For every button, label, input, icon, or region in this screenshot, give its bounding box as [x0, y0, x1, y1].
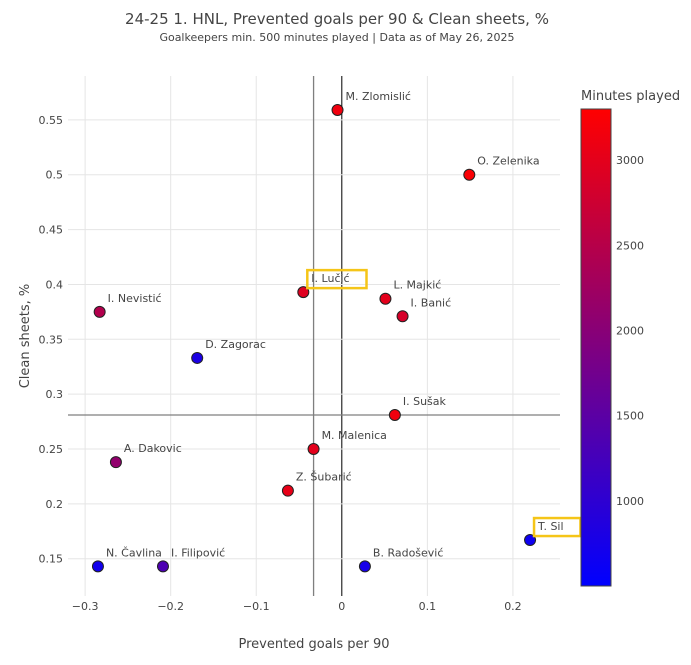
colorbar-tick-labels: 1000 1500 2000 2500 3000: [616, 154, 644, 508]
x-tick-label: −0.2: [157, 600, 184, 613]
data-point: [297, 286, 310, 299]
data-point: [91, 560, 104, 573]
y-tick-label: 0.3: [46, 388, 64, 401]
data-point: [109, 456, 122, 469]
data-point: [396, 310, 409, 323]
highlight-box: [306, 268, 368, 290]
y-tick-label: 0.35: [39, 333, 64, 346]
point-label: M. Malenica: [322, 429, 387, 442]
data-points: [91, 104, 537, 573]
point-label: B. Radošević: [373, 546, 444, 559]
point-label: N. Čavlina: [106, 546, 162, 559]
x-tick-label: −0.1: [243, 600, 270, 613]
point-label: D. Zagorac: [205, 338, 266, 351]
point-label: Z. Šubarić: [296, 471, 352, 484]
colorbar-tick-label: 2500: [616, 239, 644, 252]
point-label: T. Sil: [537, 520, 564, 533]
x-tick-label: −0.3: [72, 600, 99, 613]
data-point: [463, 168, 476, 181]
highlight-box: [532, 516, 582, 538]
point-label: I. Filipović: [171, 546, 225, 559]
colorbar: [580, 108, 612, 587]
colorbar-tick-label: 3000: [616, 154, 644, 167]
x-tick-label: 0: [338, 600, 345, 613]
data-point: [191, 351, 204, 364]
y-tick-label: 0.25: [39, 443, 64, 456]
y-tick-labels: 0.15 0.2 0.25 0.3 0.35 0.4 0.45 0.5 0.55: [39, 114, 64, 566]
data-point: [156, 560, 169, 573]
colorbar-tick-label: 1500: [616, 410, 644, 423]
y-tick-label: 0.15: [39, 553, 64, 566]
data-point: [307, 442, 320, 455]
point-label: M. Zlomislić: [346, 90, 411, 103]
data-point: [93, 305, 106, 318]
y-tick-label: 0.55: [39, 114, 64, 127]
y-tick-label: 0.45: [39, 224, 64, 237]
colorbar-tick-label: 1000: [616, 495, 644, 508]
point-label: I. Sušak: [403, 395, 447, 408]
data-point: [379, 292, 392, 305]
data-point: [524, 534, 537, 547]
x-tick-label: 0.2: [504, 600, 522, 613]
data-point: [281, 484, 294, 497]
chart-subtitle: Goalkeepers min. 500 minutes played | Da…: [159, 31, 514, 44]
data-point: [331, 104, 344, 117]
point-label: O. Zelenika: [477, 155, 539, 168]
point-label: A. Dakovic: [124, 442, 182, 455]
colorbar-tick-label: 2000: [616, 324, 644, 337]
point-label: I. Banić: [411, 296, 452, 309]
y-tick-label: 0.5: [46, 169, 64, 182]
x-axis-title: Prevented goals per 90: [238, 637, 389, 652]
point-label: I. Nevistić: [108, 292, 162, 305]
y-axis-title: Clean sheets, %: [18, 284, 33, 389]
y-tick-label: 0.4: [46, 278, 64, 291]
mean-lines: [68, 76, 560, 596]
point-label: I. Lučić: [311, 272, 349, 285]
x-tick-labels: −0.3 −0.2 −0.1 0 0.1 0.2: [72, 600, 522, 613]
chart-title: 24-25 1. HNL, Prevented goals per 90 & C…: [125, 10, 549, 28]
data-point: [388, 408, 401, 421]
point-labels: M. Zlomislić O. Zelenika I. Lučić L. Majkić…: [106, 90, 582, 559]
point-label: L. Majkić: [393, 279, 441, 292]
y-tick-label: 0.2: [46, 498, 64, 511]
colorbar-title: Minutes played: [581, 89, 680, 104]
data-point: [358, 560, 371, 573]
x-tick-label: 0.1: [419, 600, 437, 613]
